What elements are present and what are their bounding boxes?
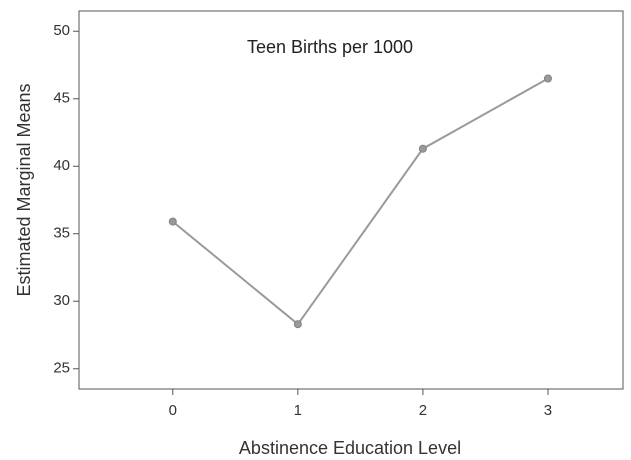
- data-point: [543, 74, 552, 83]
- y-axis: 25 30 35 40 45 50: [53, 22, 79, 377]
- series-line: [172, 77, 549, 326]
- x-axis: 0 1 2 3: [169, 389, 552, 419]
- x-tick-label: 1: [294, 402, 302, 419]
- series-layer: [168, 74, 552, 329]
- y-tick-label: 40: [53, 157, 70, 174]
- y-tick-label: 45: [53, 90, 70, 107]
- data-point: [418, 144, 427, 153]
- y-tick-label: 30: [53, 292, 70, 309]
- y-tick-label: 25: [53, 360, 70, 377]
- y-axis-label: Estimated Marginal Means: [14, 83, 34, 296]
- data-point: [168, 217, 177, 226]
- x-axis-label: Abstinence Education Level: [239, 438, 461, 458]
- x-tick-label: 3: [544, 402, 552, 419]
- x-tick-label: 2: [419, 402, 427, 419]
- data-point: [293, 320, 302, 329]
- plot-frame: [78, 10, 624, 390]
- x-tick-label: 0: [169, 402, 177, 419]
- y-tick-label: 50: [53, 22, 70, 39]
- chart-title: Teen Births per 1000: [247, 37, 413, 57]
- y-tick-label: 35: [53, 225, 70, 242]
